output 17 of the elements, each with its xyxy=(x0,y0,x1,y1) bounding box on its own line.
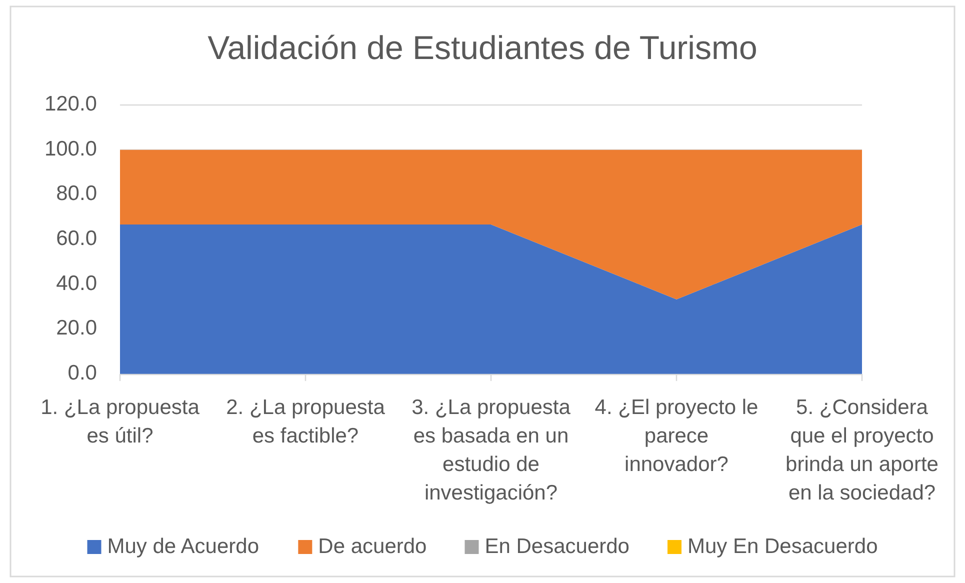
x-tick-label: 3. ¿La propuesta es basada en un estudio de investigación? xyxy=(412,396,571,504)
y-tick-label: 20.0 xyxy=(56,316,97,340)
x-tick-label: 4. ¿El proyecto le parece innovador? xyxy=(594,396,758,476)
x-tick-label: 5. ¿Considera que el proyecto brinda un aporte en la sociedad? xyxy=(786,396,938,504)
y-tick-label: 100.0 xyxy=(44,137,97,160)
x-tick-label: 1. ¿La propuesta es útil? xyxy=(40,396,200,448)
x-tick-label: 2. ¿La propuesta es factible? xyxy=(226,396,386,448)
legend-label: En Desacuerdo xyxy=(484,534,630,558)
chart-title: Validación de Estudiantes de Turismo xyxy=(208,28,758,66)
legend-label: Muy de Acuerdo xyxy=(107,534,260,558)
legend-label: Muy En Desacuerdo xyxy=(687,534,878,558)
legend-label: De acuerdo xyxy=(318,534,427,558)
y-tick-label: 60.0 xyxy=(56,227,97,250)
y-tick-label: 80.0 xyxy=(56,182,97,206)
y-tick-label: 120.0 xyxy=(44,92,97,116)
y-tick-label: 0.0 xyxy=(68,362,97,385)
y-tick-label: 40.0 xyxy=(56,272,97,295)
